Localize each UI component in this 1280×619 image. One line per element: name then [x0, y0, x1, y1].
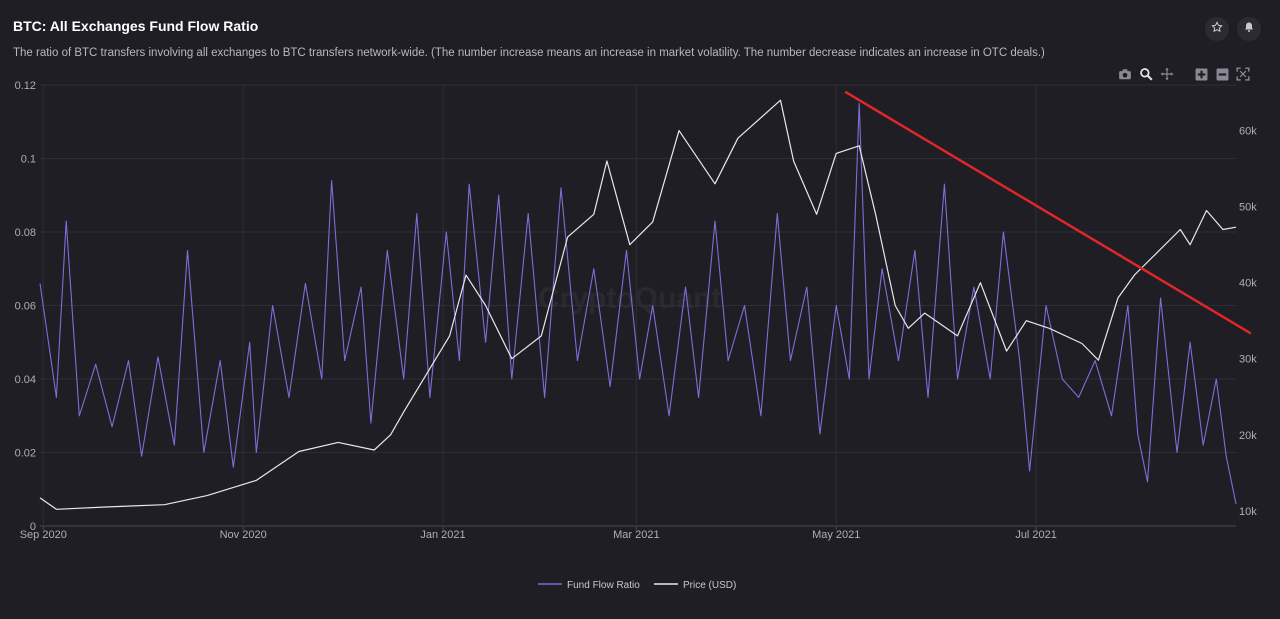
bell-icon [1243, 20, 1255, 38]
annotations-layer [844, 91, 1252, 335]
y-left-tick-label: 0.12 [15, 80, 36, 92]
trend-line-annotation [844, 91, 1252, 335]
chart-toolbar [1118, 66, 1250, 82]
zoom-out-icon[interactable] [1215, 67, 1229, 81]
x-tick-label: Sep 2020 [20, 529, 67, 541]
y-left-tick-label: 0.08 [15, 227, 36, 239]
y-left-tick-label: 0.02 [15, 448, 36, 460]
y-right-tick-label: 30k [1239, 354, 1257, 366]
y-left-tick-label: 0.1 [21, 154, 36, 166]
y-left-tick-label: 0.06 [15, 301, 36, 313]
grid [40, 84, 1236, 527]
price-line [39, 99, 1237, 510]
page-title: BTC: All Exchanges Fund Flow Ratio [13, 18, 259, 34]
x-tick-label: May 2021 [812, 529, 860, 541]
star-icon [1211, 20, 1223, 38]
y-right-tick-label: 50k [1239, 202, 1257, 214]
x-tick-label: Jan 2021 [420, 529, 465, 541]
y-right-tick-label: 40k [1239, 278, 1257, 290]
legend: Fund Flow Ratio Price (USD) [538, 580, 736, 591]
y-axis-left: 0 0.02 0.04 0.06 0.08 0.1 0.12 [15, 80, 36, 533]
x-axis: Sep 2020 Nov 2020 Jan 2021 Mar 2021 May 2021… [20, 526, 1057, 541]
x-tick-label: Nov 2020 [220, 529, 267, 541]
y-right-tick-label: 10k [1239, 506, 1257, 518]
alert-button[interactable] [1237, 17, 1261, 41]
pan-icon[interactable] [1160, 67, 1174, 81]
legend-label-price: Price (USD) [683, 580, 736, 591]
y-axis-right: 10k 20k 30k 40k 50k 60k [1239, 126, 1257, 518]
watermark: CryptoQuant [538, 282, 722, 315]
zoom-in-icon[interactable] [1194, 67, 1208, 81]
y-left-tick-label: 0 [30, 521, 36, 533]
zoom-icon[interactable] [1139, 67, 1153, 81]
y-right-tick-label: 20k [1239, 430, 1257, 442]
fund-flow-ratio-line [39, 102, 1237, 505]
series-layer [39, 99, 1237, 510]
favorite-button[interactable] [1205, 17, 1229, 41]
autoscale-icon[interactable] [1236, 67, 1250, 81]
x-tick-label: Jul 2021 [1015, 529, 1057, 541]
legend-label-fund-flow-ratio: Fund Flow Ratio [567, 580, 640, 591]
x-tick-label: Mar 2021 [613, 529, 659, 541]
camera-icon[interactable] [1118, 67, 1132, 81]
chart-description: The ratio of BTC transfers involving all… [13, 47, 1045, 59]
y-right-tick-label: 60k [1239, 126, 1257, 138]
y-left-tick-label: 0.04 [15, 374, 36, 386]
